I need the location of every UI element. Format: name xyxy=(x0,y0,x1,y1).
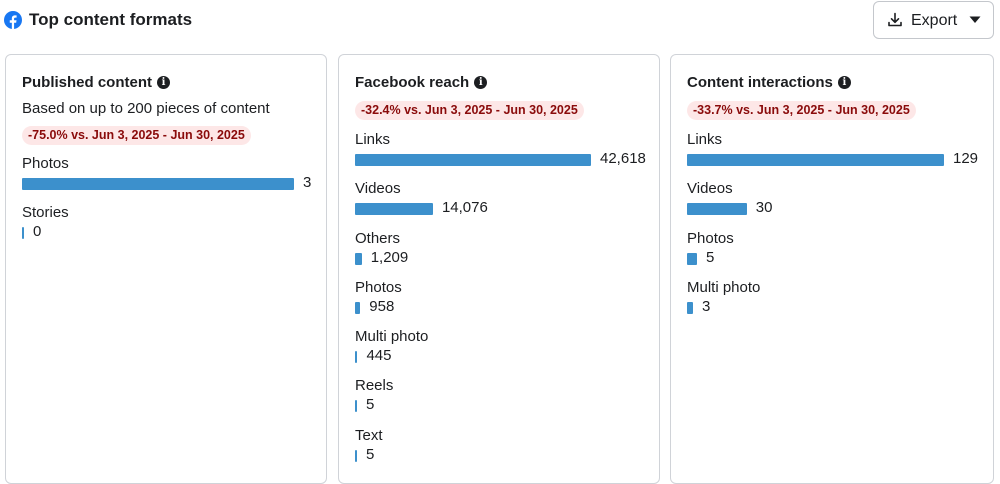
format-value: 3 xyxy=(701,297,711,315)
info-icon[interactable]: i xyxy=(837,76,851,89)
format-bar xyxy=(22,178,294,190)
info-icon[interactable]: i xyxy=(157,76,171,89)
change-badge: -32.4% vs. Jun 3, 2025 - Jun 30, 2025 xyxy=(355,101,584,120)
format-value: 5 xyxy=(366,445,375,463)
format-value: 0 xyxy=(33,223,42,241)
format-label: Photos xyxy=(687,229,734,247)
format-bar xyxy=(355,449,357,462)
format-label: Videos xyxy=(687,180,733,198)
format-bar xyxy=(355,154,591,166)
section-header: Top content formats Export xyxy=(0,0,1000,40)
card-facebook-reach: Facebook reach i -32.4% vs. Jun 3, 2025 … xyxy=(338,54,660,484)
format-bar xyxy=(687,252,697,265)
format-value: 42,618 xyxy=(600,150,646,167)
format-label: Videos xyxy=(355,180,401,198)
export-label: Export xyxy=(911,12,958,29)
format-label: Stories xyxy=(22,204,69,222)
caret-down-icon xyxy=(969,16,981,23)
format-bar xyxy=(355,351,358,364)
format-label: Photos xyxy=(355,278,402,296)
change-badge: -33.7% vs. Jun 3, 2025 - Jun 30, 2025 xyxy=(687,101,916,120)
facebook-icon xyxy=(4,11,22,29)
card-title: Facebook reach i xyxy=(355,74,488,91)
card-content-interactions: Content interactions i -33.7% vs. Jun 3,… xyxy=(670,54,994,484)
card-subtitle: Based on up to 200 pieces of content xyxy=(22,100,270,117)
section-title: Top content formats xyxy=(29,10,193,29)
format-bar xyxy=(355,301,361,314)
format-label: Links xyxy=(687,131,723,148)
format-bar xyxy=(355,252,362,265)
format-bar xyxy=(22,227,24,240)
card-title-text: Published content xyxy=(22,74,153,91)
format-label: Photos xyxy=(22,155,69,172)
card-title-text: Content interactions xyxy=(687,74,833,91)
format-label: Reels xyxy=(355,377,394,395)
format-value: 1,209 xyxy=(370,248,409,266)
card-title: Published content i xyxy=(22,74,171,91)
format-value: 958 xyxy=(369,297,395,315)
change-badge: -75.0% vs. Jun 3, 2025 - Jun 30, 2025 xyxy=(22,126,251,145)
card-title-text: Facebook reach xyxy=(355,74,470,91)
format-label: Links xyxy=(355,131,391,148)
format-label: Text xyxy=(355,426,383,444)
format-bar xyxy=(355,203,433,216)
format-value: 5 xyxy=(705,248,715,266)
format-value: 14,076 xyxy=(441,199,488,217)
format-bar xyxy=(687,301,693,314)
format-bar xyxy=(355,400,357,413)
format-bar xyxy=(687,203,747,216)
card-published-content: Published content i Based on up to 200 p… xyxy=(5,54,327,484)
format-value: 445 xyxy=(366,347,392,365)
download-icon xyxy=(888,12,902,27)
card-title: Content interactions i xyxy=(687,74,851,91)
export-button[interactable]: Export xyxy=(873,1,994,39)
info-icon[interactable]: i xyxy=(474,76,488,89)
format-bar xyxy=(687,154,944,166)
format-value: 129 xyxy=(953,150,979,167)
format-label: Multi photo xyxy=(687,278,761,296)
format-label: Others xyxy=(355,229,401,247)
format-value: 30 xyxy=(755,199,773,217)
format-value: 5 xyxy=(366,396,375,414)
format-value: 3 xyxy=(303,174,312,191)
format-label: Multi photo xyxy=(355,328,429,346)
